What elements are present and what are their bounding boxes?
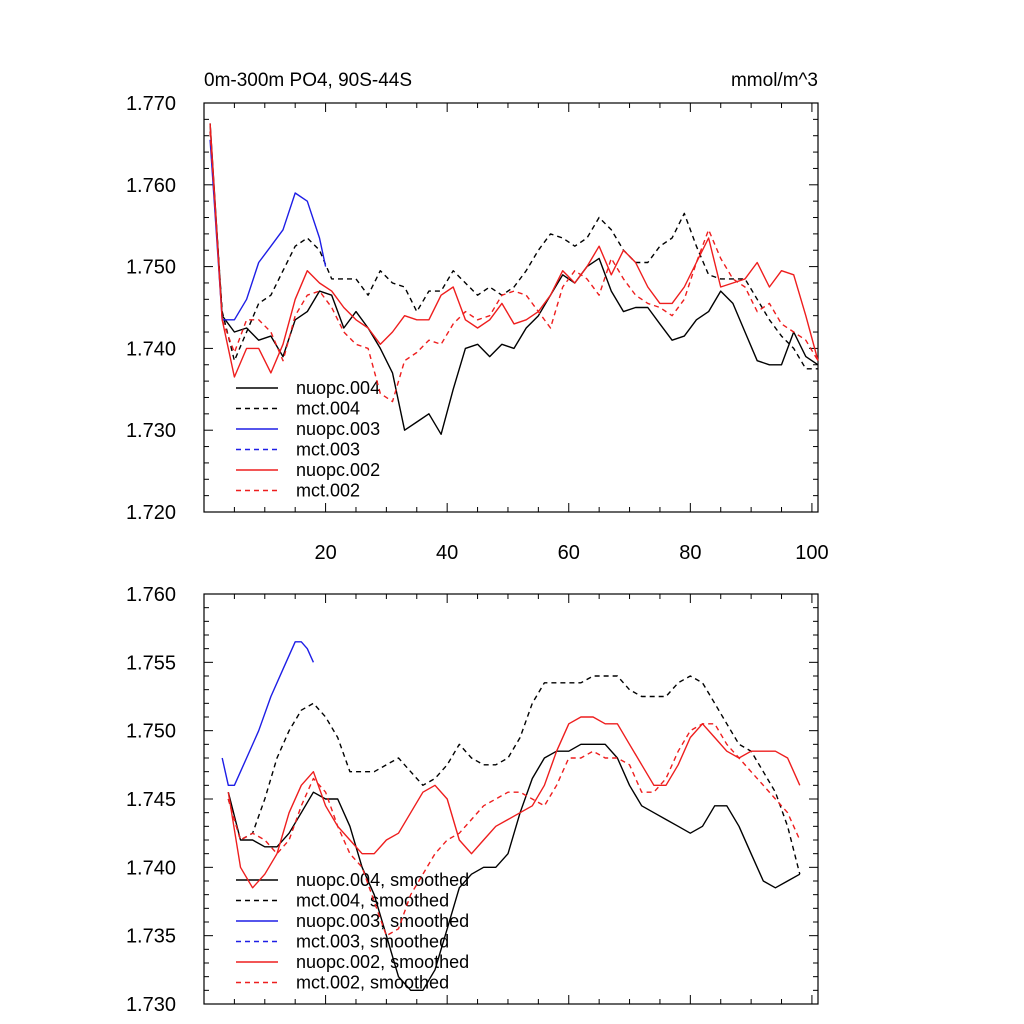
top-legend-label-mct-002: mct.002 — [296, 481, 360, 501]
bottom-series-nuopc-004-smoothed — [227, 743, 801, 991]
chart-title: 0m-300m PO4, 90S-44S — [204, 70, 412, 91]
top-x-tick-label: 80 — [679, 542, 701, 564]
bottom-series-nuopc-003-smoothed — [221, 641, 315, 786]
top-y-tick-label: 1.770 — [126, 93, 176, 115]
bottom-y-tick-label: 1.755 — [126, 652, 176, 674]
top-x-tick-label: 100 — [795, 542, 828, 564]
top-series-nuopc-003 — [209, 139, 327, 321]
top-series-nuopc-002 — [209, 123, 819, 378]
bottom-legend-label-nuopc-002-smoothed: nuopc.002, smoothed — [296, 952, 469, 972]
bottom-series-mct-004-smoothed — [227, 675, 801, 875]
top-legend-label-nuopc-004: nuopc.004 — [296, 378, 380, 398]
top-legend-label-nuopc-002: nuopc.002 — [296, 460, 380, 480]
bottom-y-tick-label: 1.745 — [126, 789, 176, 811]
top-series-mct-004 — [209, 131, 818, 370]
bottom-legend-label-nuopc-003-smoothed: nuopc.003, smoothed — [296, 911, 469, 931]
bottom-y-tick-label: 1.735 — [126, 926, 176, 948]
bottom-panel: 1.730 1.735 1.740 1.745 1.750 1.755 1.760 nuopc… — [126, 584, 819, 1016]
top-series-mct-002 — [209, 131, 819, 403]
bottom-legend-label-mct-004-smoothed: mct.004, smoothed — [296, 891, 449, 911]
bottom-legend-label-mct-002-smoothed: mct.002, smoothed — [296, 973, 449, 993]
bottom-y-tick-label: 1.730 — [126, 994, 176, 1016]
top-plot-frame — [203, 102, 819, 513]
bottom-series-nuopc-002-smoothed — [227, 716, 801, 889]
top-x-tick-label: 40 — [436, 542, 458, 564]
bottom-y-tick-label: 1.760 — [126, 584, 176, 606]
top-series-nuopc-004 — [209, 123, 819, 435]
bottom-legend-label-nuopc-004-smoothed: nuopc.004, smoothed — [296, 870, 469, 890]
top-y-tick-label: 1.740 — [126, 338, 176, 360]
top-panel: 1.720 1.730 1.740 1.750 1.760 1.770 20 40 60 80 10… — [126, 93, 829, 564]
top-y-tick-label: 1.720 — [126, 502, 176, 524]
top-legend-label-mct-004: mct.004 — [296, 399, 360, 419]
top-x-tick-label: 20 — [314, 542, 336, 564]
bottom-y-tick-label: 1.740 — [126, 857, 176, 879]
bottom-legend-label-mct-003-smoothed: mct.003, smoothed — [296, 932, 449, 952]
top-y-tick-label: 1.760 — [126, 175, 176, 197]
units-label: mmol/m^3 — [731, 70, 818, 91]
top-x-tick-label: 60 — [558, 542, 580, 564]
bottom-y-tick-label: 1.750 — [126, 721, 176, 743]
top-legend-label-mct-003: mct.003 — [296, 440, 360, 460]
top-legend-label-nuopc-003: nuopc.003 — [296, 419, 380, 439]
bottom-series-mct-002-smoothed — [227, 723, 801, 937]
top-y-tick-label: 1.750 — [126, 257, 176, 279]
top-y-tick-label: 1.730 — [126, 420, 176, 442]
